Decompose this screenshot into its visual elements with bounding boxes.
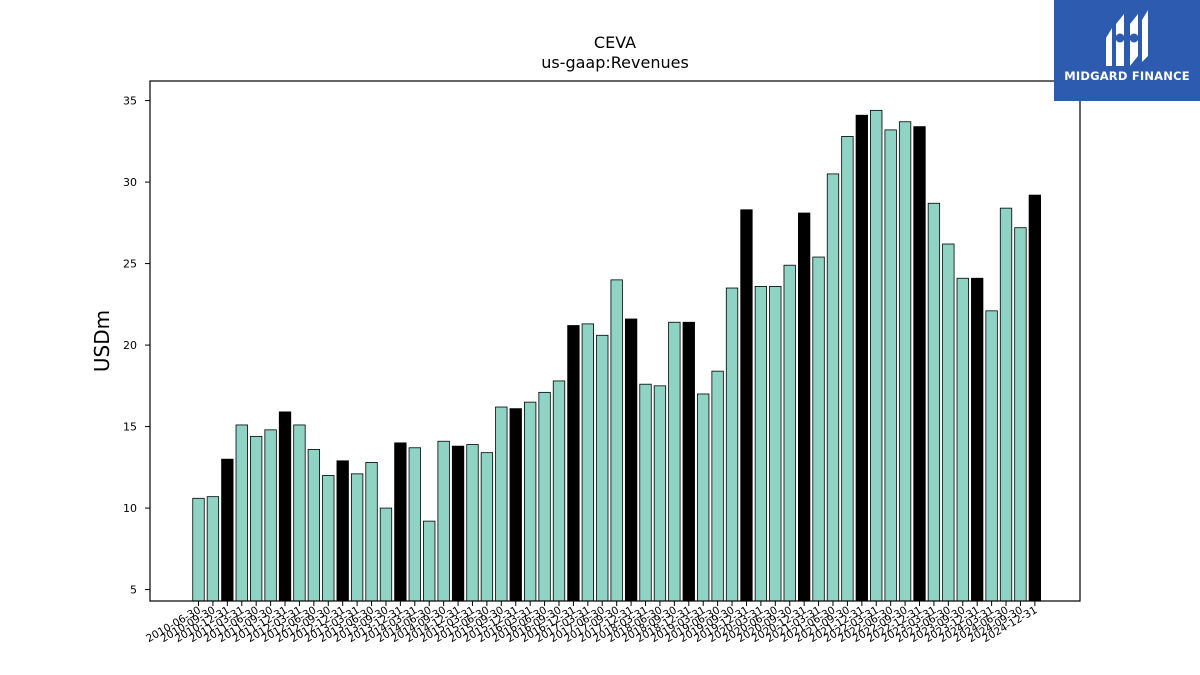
bar-2015-03-31 bbox=[466, 444, 479, 602]
bar-2014-12-31 bbox=[451, 445, 465, 602]
bar-2011-09-30 bbox=[264, 429, 277, 602]
bar-2017-12-31 bbox=[624, 318, 638, 602]
bar-2022-12-31 bbox=[913, 126, 926, 602]
bar-2021-12-31 bbox=[855, 114, 868, 602]
bar-2017-06-30 bbox=[596, 334, 609, 602]
bar-2016-09-30 bbox=[552, 380, 566, 602]
bar-2016-03-31 bbox=[524, 401, 537, 602]
bar-2023-12-31 bbox=[971, 277, 984, 602]
bar-2016-06-30 bbox=[538, 391, 551, 602]
midgard-finance-logo: MIDGARD FINANCE bbox=[1054, 0, 1200, 101]
bar-2021-06-30 bbox=[826, 173, 840, 602]
bar-2020-12-31 bbox=[797, 212, 811, 602]
bar-2015-06-30 bbox=[480, 452, 494, 602]
bar-2015-12-31 bbox=[509, 408, 522, 602]
bar-2019-06-30 bbox=[711, 370, 724, 602]
bars bbox=[192, 109, 1042, 602]
plot-frame bbox=[149, 80, 1081, 602]
bar-2023-09-30 bbox=[956, 277, 969, 602]
bar-2012-09-30 bbox=[322, 475, 335, 602]
chart-subtitle: us-gaap:Revenues bbox=[541, 53, 689, 72]
bar-2021-03-31 bbox=[812, 256, 825, 602]
bar-2012-06-30 bbox=[307, 448, 321, 602]
bar-2021-09-30 bbox=[841, 136, 854, 602]
y-axis-ticks: 5 10 15 20 25 30 35 bbox=[123, 95, 150, 597]
bar-2019-12-31 bbox=[740, 209, 753, 602]
bar-2024-06-30 bbox=[999, 207, 1013, 602]
bar-2017-09-30 bbox=[610, 279, 623, 602]
bar-2014-06-30 bbox=[423, 520, 436, 602]
bar-2024-03-31 bbox=[985, 310, 998, 602]
bar-2012-03-31 bbox=[293, 424, 306, 602]
bar-2020-09-30 bbox=[783, 264, 796, 602]
bar-2013-09-30 bbox=[379, 507, 393, 602]
bar-2015-09-30 bbox=[495, 406, 508, 602]
logo-text: MIDGARD FINANCE bbox=[1064, 69, 1190, 83]
logo-mark-icon bbox=[1106, 10, 1148, 66]
bar-2014-03-31 bbox=[408, 447, 421, 602]
y-tick-label: 35 bbox=[123, 95, 137, 108]
y-tick-label: 10 bbox=[123, 502, 137, 515]
bar-2018-09-30 bbox=[668, 321, 681, 602]
chart-title: CEVA bbox=[594, 33, 636, 52]
bar-2020-03-31 bbox=[754, 285, 768, 602]
bar-2014-09-30 bbox=[437, 440, 450, 602]
bar-2011-03-31 bbox=[235, 424, 248, 602]
bar-2019-03-31 bbox=[697, 393, 710, 602]
bar-2016-12-31 bbox=[567, 325, 580, 602]
bar-2018-12-31 bbox=[682, 321, 695, 602]
bar-2024-09-30 bbox=[1014, 227, 1027, 602]
y-tick-label: 5 bbox=[130, 584, 137, 597]
bar-2012-12-31 bbox=[336, 460, 349, 602]
y-axis-label: USDm bbox=[90, 310, 114, 372]
bar-2011-06-30 bbox=[250, 435, 263, 602]
bar-2022-06-30 bbox=[884, 129, 897, 602]
bar-2019-09-30 bbox=[725, 287, 739, 602]
bar-2013-06-30 bbox=[365, 462, 378, 602]
bar-2010-12-31 bbox=[221, 458, 234, 602]
bar-2023-03-31 bbox=[927, 202, 941, 602]
bar-2018-03-31 bbox=[639, 383, 652, 602]
y-tick-label: 30 bbox=[123, 176, 137, 189]
bar-2017-03-31 bbox=[581, 323, 594, 602]
bar-2013-03-31 bbox=[350, 473, 364, 602]
bar-2011-12-31 bbox=[278, 411, 292, 602]
bar-2020-06-30 bbox=[769, 285, 782, 602]
bar-2022-09-30 bbox=[898, 121, 912, 602]
bar-2013-12-31 bbox=[394, 442, 407, 602]
bar-2022-03-31 bbox=[870, 109, 883, 602]
bar-2023-06-30 bbox=[942, 243, 955, 602]
x-axis-ticks: 2010-06-302010-09-302010-12-312011-03-31… bbox=[144, 601, 1039, 645]
bar-2010-06-30 bbox=[192, 497, 205, 602]
y-tick-label: 25 bbox=[123, 258, 137, 271]
y-tick-label: 15 bbox=[123, 421, 137, 434]
bar-2024-12-31 bbox=[1028, 194, 1042, 602]
bar-2010-09-30 bbox=[206, 496, 220, 602]
bar-2018-06-30 bbox=[653, 385, 667, 602]
y-tick-label: 20 bbox=[123, 339, 137, 352]
